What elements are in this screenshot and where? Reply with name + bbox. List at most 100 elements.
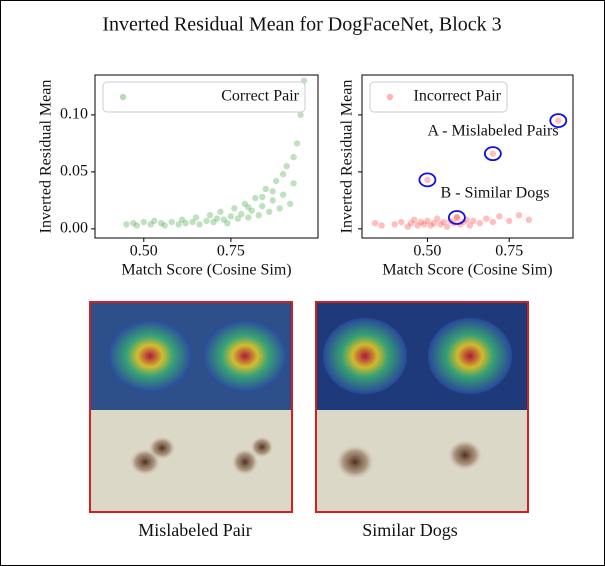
x-tick-label: 0.50: [413, 243, 441, 260]
y-axis-label: Inverted Residual Mean: [339, 80, 356, 234]
point: [231, 205, 238, 212]
point: [391, 221, 398, 228]
point: [378, 222, 385, 229]
point: [189, 218, 196, 226]
point: [437, 221, 444, 228]
point: [286, 200, 294, 208]
point: [245, 214, 252, 221]
point: [489, 150, 497, 157]
point: [234, 215, 242, 222]
point: [203, 217, 210, 225]
point: [213, 215, 221, 222]
point: [371, 219, 379, 227]
point: [489, 218, 497, 226]
x-axis-label: Match Score (Cosine Sim): [382, 262, 552, 279]
y-tick-label: 0.05: [60, 163, 88, 180]
point: [434, 215, 441, 222]
point: [178, 216, 186, 223]
point: [414, 222, 421, 229]
point: [266, 208, 273, 215]
point: [252, 194, 259, 202]
point: [147, 221, 154, 228]
point: [241, 200, 249, 208]
point: [407, 219, 415, 227]
point: [417, 218, 425, 226]
point: [175, 221, 182, 228]
highlight-circle: [418, 172, 437, 188]
annotation: A - Mislabeled Pairs: [427, 123, 558, 140]
point: [427, 222, 434, 229]
point: [192, 214, 200, 221]
point: [130, 219, 137, 227]
point: [466, 222, 474, 229]
point: [220, 216, 228, 223]
point: [168, 218, 175, 226]
x-tick-label: 0.75: [495, 243, 523, 260]
point: [238, 210, 245, 218]
point: [196, 221, 203, 228]
point: [283, 162, 290, 170]
point: [453, 214, 461, 221]
point: [476, 219, 483, 227]
point: [245, 204, 252, 211]
point: [483, 215, 490, 222]
point: [276, 205, 283, 212]
point: [151, 217, 158, 225]
image-panel-left: [89, 301, 293, 513]
point: [424, 176, 431, 184]
point: [279, 191, 287, 198]
point: [161, 222, 168, 229]
figure-title: Inverted Residual Mean for DogFaceNet, B…: [102, 14, 501, 36]
legend-label: Incorrect Pair: [413, 88, 501, 105]
x-tick-label: 0.50: [130, 243, 158, 260]
point: [259, 193, 266, 201]
plot-frame: [361, 74, 574, 239]
highlight-circle: [549, 113, 568, 128]
point: [398, 218, 405, 226]
plot-frame: [94, 74, 319, 239]
caption-left: Mislabeled Pair: [138, 520, 251, 540]
point: [123, 221, 130, 228]
highlight-circle: [447, 210, 466, 225]
legend-box: [369, 81, 508, 113]
legend-marker: [386, 93, 394, 101]
point: [217, 208, 224, 215]
point: [440, 218, 447, 226]
point: [210, 218, 217, 226]
point: [272, 177, 280, 185]
point: [297, 111, 304, 119]
point: [224, 219, 231, 227]
x-tick-label: 0.75: [217, 243, 245, 260]
point: [506, 217, 513, 225]
point: [555, 117, 562, 124]
caption-right: Similar Dogs: [362, 520, 458, 540]
point: [430, 219, 438, 227]
point: [453, 214, 461, 221]
point: [404, 223, 411, 230]
point: [290, 180, 297, 187]
point: [411, 216, 418, 223]
point: [255, 212, 262, 219]
point: [248, 207, 255, 214]
x-axis-label: Match Score (Cosine Sim): [121, 262, 291, 279]
point: [420, 221, 428, 228]
annotation: B - Similar Dogs: [441, 185, 550, 202]
point: [443, 223, 451, 230]
point: [269, 197, 276, 204]
image-panel-right: [315, 301, 529, 513]
highlight-circle: [483, 146, 502, 162]
point: [227, 213, 235, 220]
point: [133, 222, 141, 229]
point: [206, 212, 214, 219]
y-tick-label: 0.00: [60, 220, 88, 237]
point: [496, 213, 503, 220]
legend-label: Correct Pair: [221, 88, 299, 105]
legend-marker: [119, 93, 127, 101]
point: [424, 217, 431, 225]
point: [470, 217, 477, 225]
y-tick-label: 0.10: [60, 106, 88, 123]
point: [290, 153, 297, 161]
point: [279, 170, 287, 178]
y-axis-label: Inverted Residual Mean: [38, 80, 55, 234]
